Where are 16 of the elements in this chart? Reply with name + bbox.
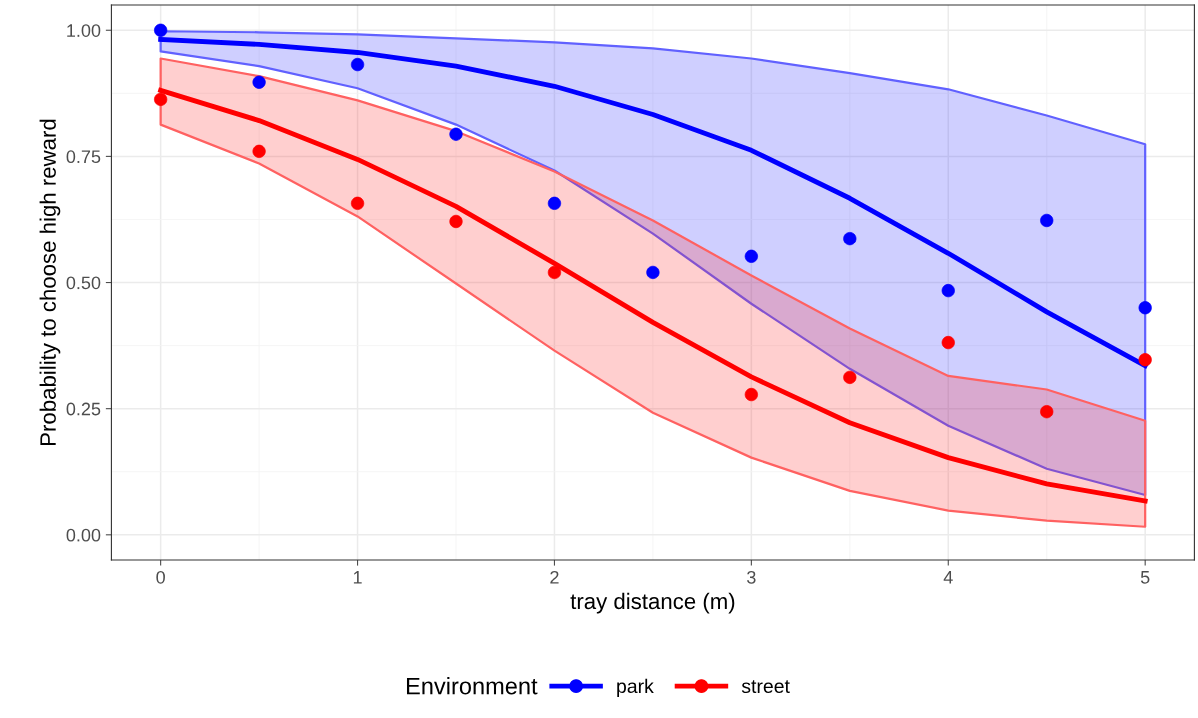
y-tick-label: 1.00 — [67, 24, 101, 37]
x-tick-label: 0 — [156, 570, 165, 584]
x-tick-label: 3 — [747, 570, 756, 584]
y-tick-label: 0.25 — [66, 402, 101, 416]
x-tick-label: 1 — [353, 571, 362, 584]
x-tick-label: 2 — [550, 570, 559, 584]
y-tick-label: 0.75 — [66, 150, 101, 164]
y-tick-label: 0.50 — [66, 276, 101, 290]
legend-label: park — [617, 678, 654, 697]
x-axis-title: tray distance (m) — [570, 592, 735, 614]
y-tick-label: 0.00 — [66, 528, 101, 542]
legend-title: Environment — [406, 677, 538, 695]
x-tick-label: 5 — [1140, 571, 1150, 584]
x-tick-label: 4 — [943, 571, 953, 584]
y-axis-title: Probability to choose high reward — [39, 119, 61, 445]
legend-label: street — [741, 680, 790, 694]
